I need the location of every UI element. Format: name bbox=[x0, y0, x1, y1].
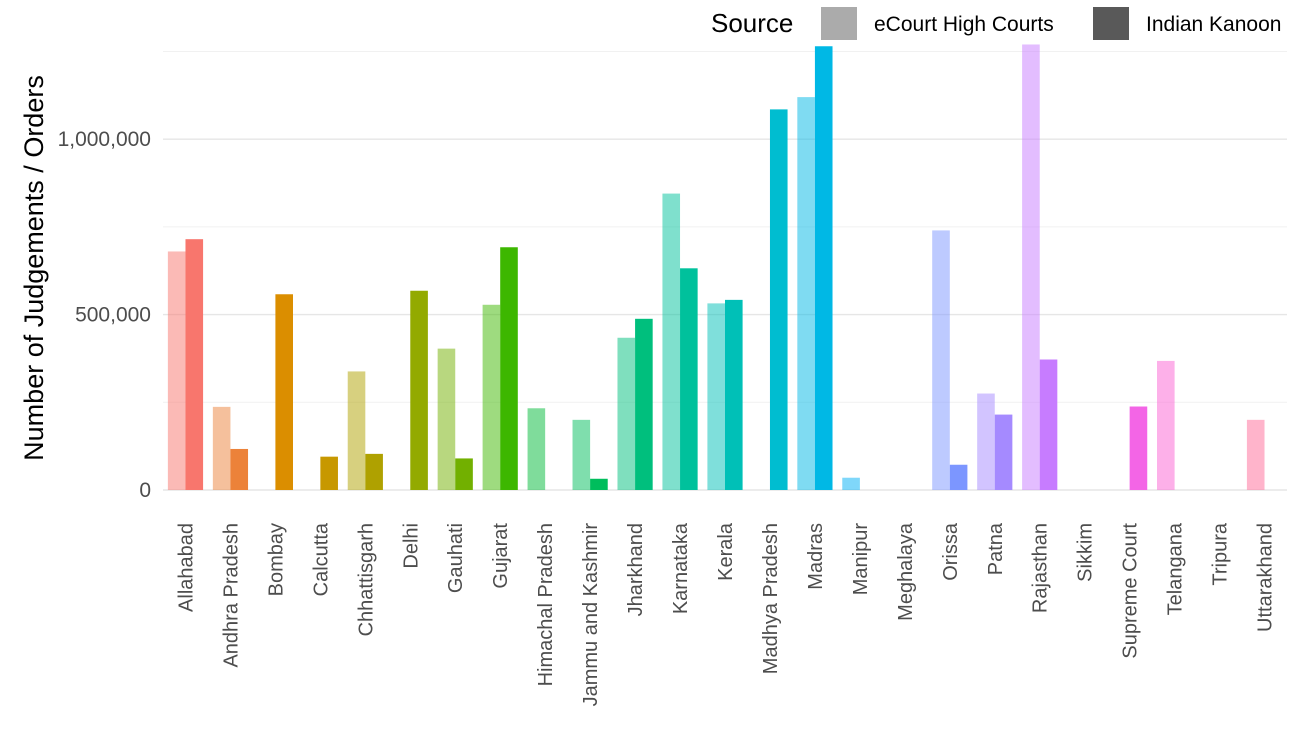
x-tick-label: Calcutta bbox=[310, 522, 332, 596]
bar-supreme-court-indian-kanoon bbox=[1129, 406, 1148, 490]
bar-gujarat-ecourt bbox=[482, 304, 501, 490]
bar-manipur-ecourt bbox=[842, 477, 860, 490]
bar-calcutta-indian-kanoon bbox=[320, 456, 338, 490]
bar-jharkhand-ecourt bbox=[617, 337, 636, 490]
x-tick-label: Manipur bbox=[850, 523, 872, 596]
bar-rajasthan-ecourt bbox=[1022, 44, 1040, 491]
bar-madras-ecourt bbox=[797, 97, 815, 491]
legend: Source eCourt High Courts Indian Kanoon bbox=[711, 7, 1281, 40]
bar-kerala-ecourt bbox=[707, 303, 725, 490]
x-tick-label: Gauhati bbox=[445, 523, 467, 593]
bar-kerala-indian-kanoon bbox=[725, 299, 743, 490]
x-tick-label: Himachal Pradesh bbox=[535, 523, 557, 686]
y-tick-label: 0 bbox=[139, 479, 151, 502]
bar-jammu-and-kashmir-ecourt bbox=[572, 419, 591, 490]
legend-title: Source bbox=[711, 8, 793, 38]
x-tick-label: Delhi bbox=[400, 523, 422, 569]
bar-uttarakhand-ecourt bbox=[1246, 419, 1265, 490]
x-tick-label: Jammu and Kashmir bbox=[580, 523, 602, 707]
legend-swatch-indian-kanoon bbox=[1093, 7, 1129, 40]
y-tick-labels: 0 500,000 1,000,000 bbox=[58, 128, 151, 502]
bar-patna-ecourt bbox=[977, 393, 995, 490]
bar-allahabad-ecourt bbox=[167, 251, 186, 490]
bar-telangana-ecourt bbox=[1157, 360, 1175, 490]
x-tick-label: Jharkhand bbox=[625, 523, 647, 616]
x-tick-label: Supreme Court bbox=[1120, 523, 1142, 659]
x-tick-label: Rajasthan bbox=[1030, 523, 1052, 613]
bar-jharkhand-indian-kanoon bbox=[635, 318, 653, 490]
x-tick-label: Tripura bbox=[1210, 522, 1232, 585]
x-tick-label: Andhra Pradesh bbox=[220, 523, 242, 668]
bar-rajasthan-indian-kanoon bbox=[1039, 359, 1058, 490]
bar-madhya-pradesh-indian-kanoon bbox=[769, 109, 788, 490]
y-axis-title: Number of Judgements / Orders bbox=[19, 75, 49, 461]
x-tick-label: Bombay bbox=[265, 523, 287, 596]
bar-gauhati-indian-kanoon bbox=[455, 458, 473, 490]
bar-gujarat-indian-kanoon bbox=[500, 247, 518, 490]
x-tick-label: Orissa bbox=[940, 522, 962, 581]
x-tick-label: Kerala bbox=[715, 522, 737, 581]
x-tick-label: Chhattisgarh bbox=[355, 523, 377, 636]
bar-himachal-pradesh-ecourt bbox=[527, 408, 546, 490]
bar-karnataka-indian-kanoon bbox=[680, 268, 698, 490]
x-tick-label: Madras bbox=[805, 523, 827, 590]
bar-jammu-and-kashmir-indian-kanoon bbox=[590, 478, 608, 490]
bar-gauhati-ecourt bbox=[437, 348, 456, 490]
bar-chhattisgarh-ecourt bbox=[347, 371, 366, 490]
bar-orissa-indian-kanoon bbox=[949, 464, 968, 490]
x-tick-label: Telangana bbox=[1165, 522, 1187, 615]
bar-allahabad-indian-kanoon bbox=[185, 239, 204, 490]
bar-andhra-pradesh-ecourt bbox=[212, 406, 231, 490]
legend-label-ecourt: eCourt High Courts bbox=[874, 13, 1054, 36]
bars bbox=[167, 44, 1265, 491]
bar-bombay-indian-kanoon bbox=[275, 294, 293, 490]
x-tick-labels: Allahabad Andhra Pradesh Bombay Calcutta Chh… bbox=[175, 522, 1276, 706]
x-tick-label: Madhya Pradesh bbox=[760, 523, 782, 674]
bar-andhra-pradesh-indian-kanoon bbox=[230, 448, 249, 490]
legend-swatch-ecourt bbox=[821, 7, 857, 40]
bar-patna-indian-kanoon bbox=[994, 414, 1013, 490]
y-tick-label: 1,000,000 bbox=[58, 128, 151, 151]
legend-label-indian-kanoon: Indian Kanoon bbox=[1146, 13, 1281, 36]
x-tick-label: Gujarat bbox=[490, 523, 512, 589]
bar-madras-indian-kanoon bbox=[814, 46, 833, 490]
bar-orissa-ecourt bbox=[932, 230, 950, 490]
x-tick-label: Meghalaya bbox=[895, 522, 917, 621]
bar-karnataka-ecourt bbox=[662, 193, 681, 490]
x-tick-label: Sikkim bbox=[1075, 523, 1097, 582]
x-tick-label: Allahabad bbox=[175, 523, 197, 612]
y-tick-label: 500,000 bbox=[75, 304, 151, 327]
bar-delhi-indian-kanoon bbox=[410, 290, 428, 490]
x-tick-label: Uttarakhand bbox=[1255, 523, 1277, 632]
x-tick-label: Patna bbox=[985, 522, 1007, 575]
bar-chhattisgarh-indian-kanoon bbox=[365, 453, 383, 490]
x-tick-label: Karnataka bbox=[670, 522, 692, 614]
